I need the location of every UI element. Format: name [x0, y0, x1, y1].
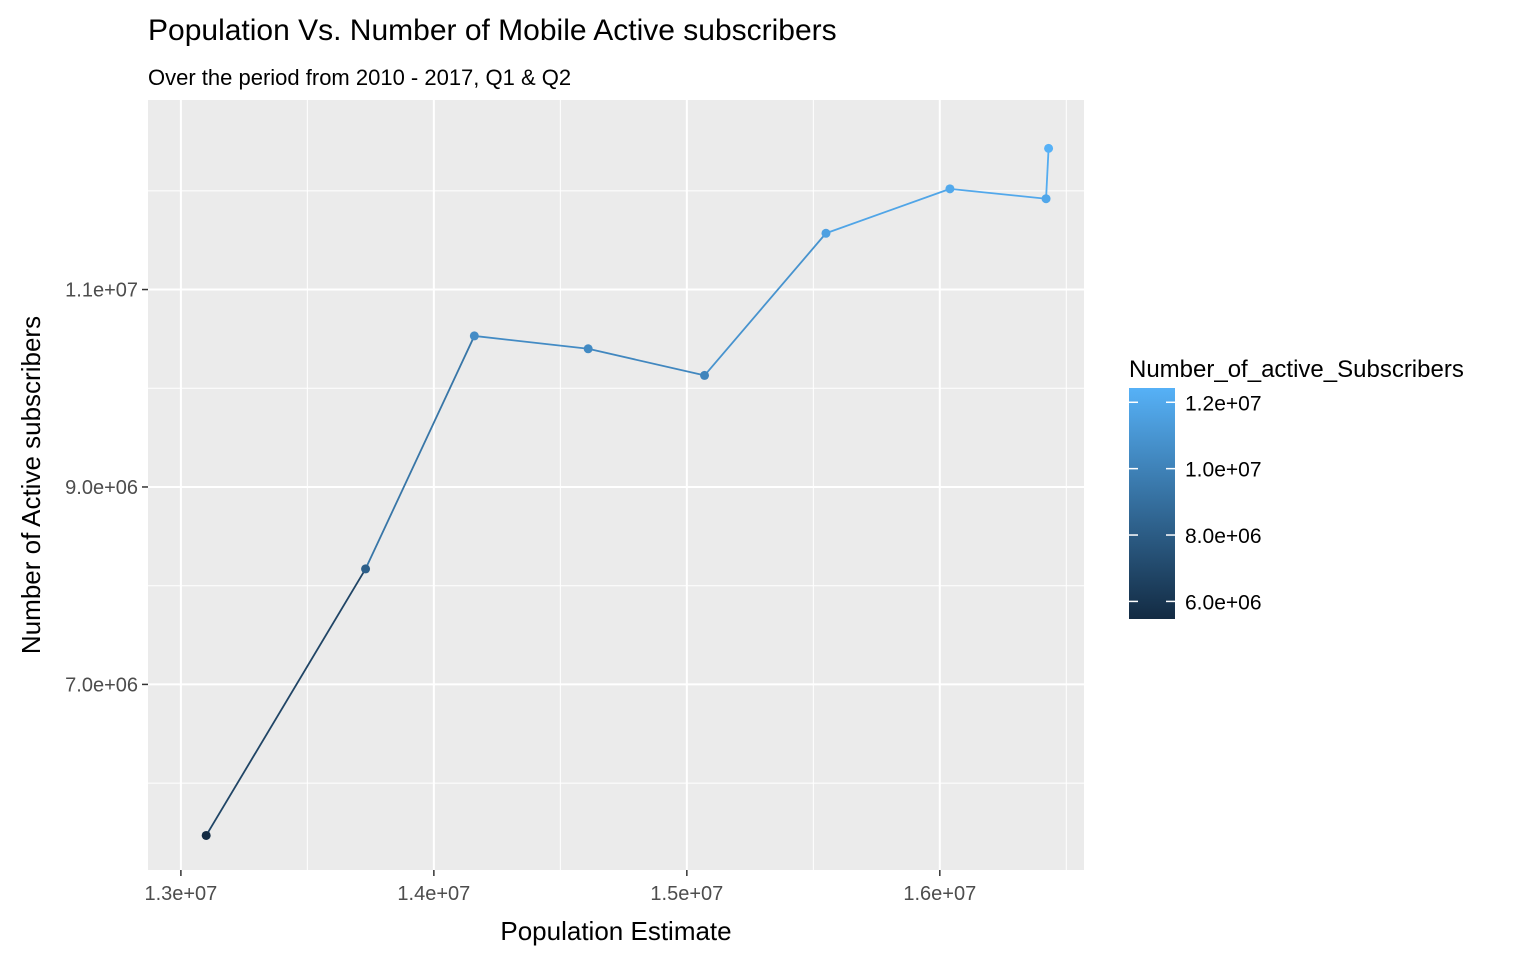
chart-subtitle: Over the period from 2010 - 2017, Q1 & Q… [148, 65, 571, 90]
x-axis-label: Population Estimate [500, 916, 731, 946]
grid-major [148, 100, 1084, 870]
legend-tick-label-2: 1.0e+07 [1185, 459, 1262, 482]
y-tick-label-2: 1.1e+07 [65, 280, 138, 302]
data-point-8 [1044, 143, 1054, 153]
legend-tick-label-1: 8.0e+06 [1185, 525, 1262, 548]
y-tick-label-0: 7.0e+06 [65, 674, 138, 696]
grid-minor [148, 100, 1084, 870]
series-lines [205, 148, 1050, 836]
legend-ticks: 6.0e+06 8.0e+06 1.0e+07 1.2e+07 [1129, 392, 1262, 614]
data-point-6 [945, 184, 955, 194]
x-axis: 1.3e+07 1.4e+07 1.5e+07 1.6e+07 [144, 870, 976, 905]
series-line-segment-0 [205, 568, 367, 836]
legend-colorbar [1129, 388, 1175, 619]
data-point-3 [583, 344, 593, 354]
x-tick-label-3: 1.6e+07 [903, 883, 976, 905]
series-line-segment-1 [364, 335, 476, 570]
x-tick-label-1: 1.4e+07 [397, 883, 470, 905]
series-line-segment-6 [949, 187, 1047, 200]
data-point-0 [201, 830, 211, 840]
x-tick-label-0: 1.3e+07 [144, 883, 217, 905]
series-line-segment-2 [474, 335, 589, 350]
data-point-1 [361, 564, 371, 574]
series-line-segment-7 [1045, 148, 1050, 199]
plot-panel [148, 100, 1084, 870]
legend-tick-label-3: 1.2e+07 [1185, 392, 1262, 415]
data-point-7 [1041, 194, 1051, 204]
y-axis: 7.0e+06 9.0e+06 1.1e+07 [65, 280, 148, 696]
data-point-4 [700, 370, 710, 380]
x-tick-label-2: 1.5e+07 [650, 883, 723, 905]
y-axis-label: Number of Active subscribers [16, 316, 46, 654]
y-tick-label-1: 9.0e+06 [65, 477, 138, 499]
data-point-5 [821, 228, 831, 238]
data-point-2 [469, 331, 479, 341]
chart-title: Population Vs. Number of Mobile Active s… [148, 14, 837, 47]
legend: Number_of_active_Subscribers 6.0e+06 8.0e… [1129, 356, 1464, 619]
legend-tick-label-0: 6.0e+06 [1185, 591, 1262, 614]
series-line-segment-5 [825, 187, 951, 235]
series-line-segment-3 [587, 347, 705, 377]
legend-title: Number_of_active_Subscribers [1129, 356, 1464, 383]
series-points [201, 143, 1054, 840]
series-line-segment-4 [703, 232, 827, 377]
